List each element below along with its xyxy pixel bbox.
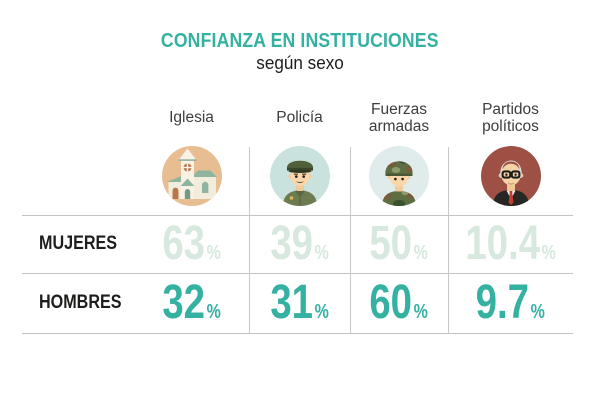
table-row-hombres: HOMBRES 32% 31% 60% 9.7% — [22, 273, 573, 333]
table-rule-bottom — [22, 333, 573, 334]
value-hombres-fuerzas-armadas: 60% — [369, 276, 429, 329]
percent-sign: % — [414, 301, 429, 323]
column-divider-2 — [350, 147, 351, 333]
percent-sign: % — [314, 242, 329, 264]
column-divider-3 — [448, 147, 449, 333]
percent-sign: % — [541, 242, 556, 264]
icon-row — [22, 146, 573, 206]
column-header-partidos-politicos: Partidos políticos — [482, 100, 539, 135]
percent-sign: % — [530, 301, 546, 323]
row-label-spacer — [22, 146, 134, 206]
value-mujeres-partidos-politicos: 10.4% — [465, 217, 556, 270]
table-row-mujeres: MUJERES 63% 39% 50% 10.4% — [22, 215, 573, 273]
column-header-row: Iglesia Policía Fuerzas armadas Partidos… — [22, 94, 573, 142]
column-header-iglesia: Iglesia — [169, 109, 214, 127]
column-divider-1 — [249, 147, 250, 333]
percent-sign: % — [314, 301, 329, 323]
page-subtitle: según sexo — [256, 53, 344, 73]
column-header-policia: Policía — [276, 109, 323, 127]
percent-sign: % — [414, 242, 429, 264]
table-rule-top — [22, 215, 573, 216]
value-hombres-policia: 31% — [270, 276, 329, 329]
value-mujeres-policia: 39% — [270, 217, 329, 270]
value-mujeres-fuerzas-armadas: 50% — [369, 217, 429, 270]
value-hombres-partidos-politicos: 9.7% — [475, 276, 546, 329]
percent-sign: % — [206, 242, 221, 264]
politician-icon — [448, 146, 573, 206]
row-label-spacer — [22, 94, 134, 142]
row-label-mujeres: MUJERES — [39, 233, 118, 254]
percent-sign: % — [206, 301, 221, 323]
church-icon — [134, 146, 249, 206]
value-hombres-iglesia: 32% — [162, 276, 221, 329]
value-mujeres-iglesia: 63% — [162, 217, 221, 270]
column-header-fuerzas-armadas: Fuerzas armadas — [368, 100, 430, 135]
table-rule-middle — [22, 273, 573, 274]
soldier-icon — [350, 146, 448, 206]
page-title: CONFIANZA EN INSTITUCIONES — [161, 30, 439, 52]
policeman-icon — [249, 146, 350, 206]
row-label-hombres: HOMBRES — [39, 292, 122, 313]
